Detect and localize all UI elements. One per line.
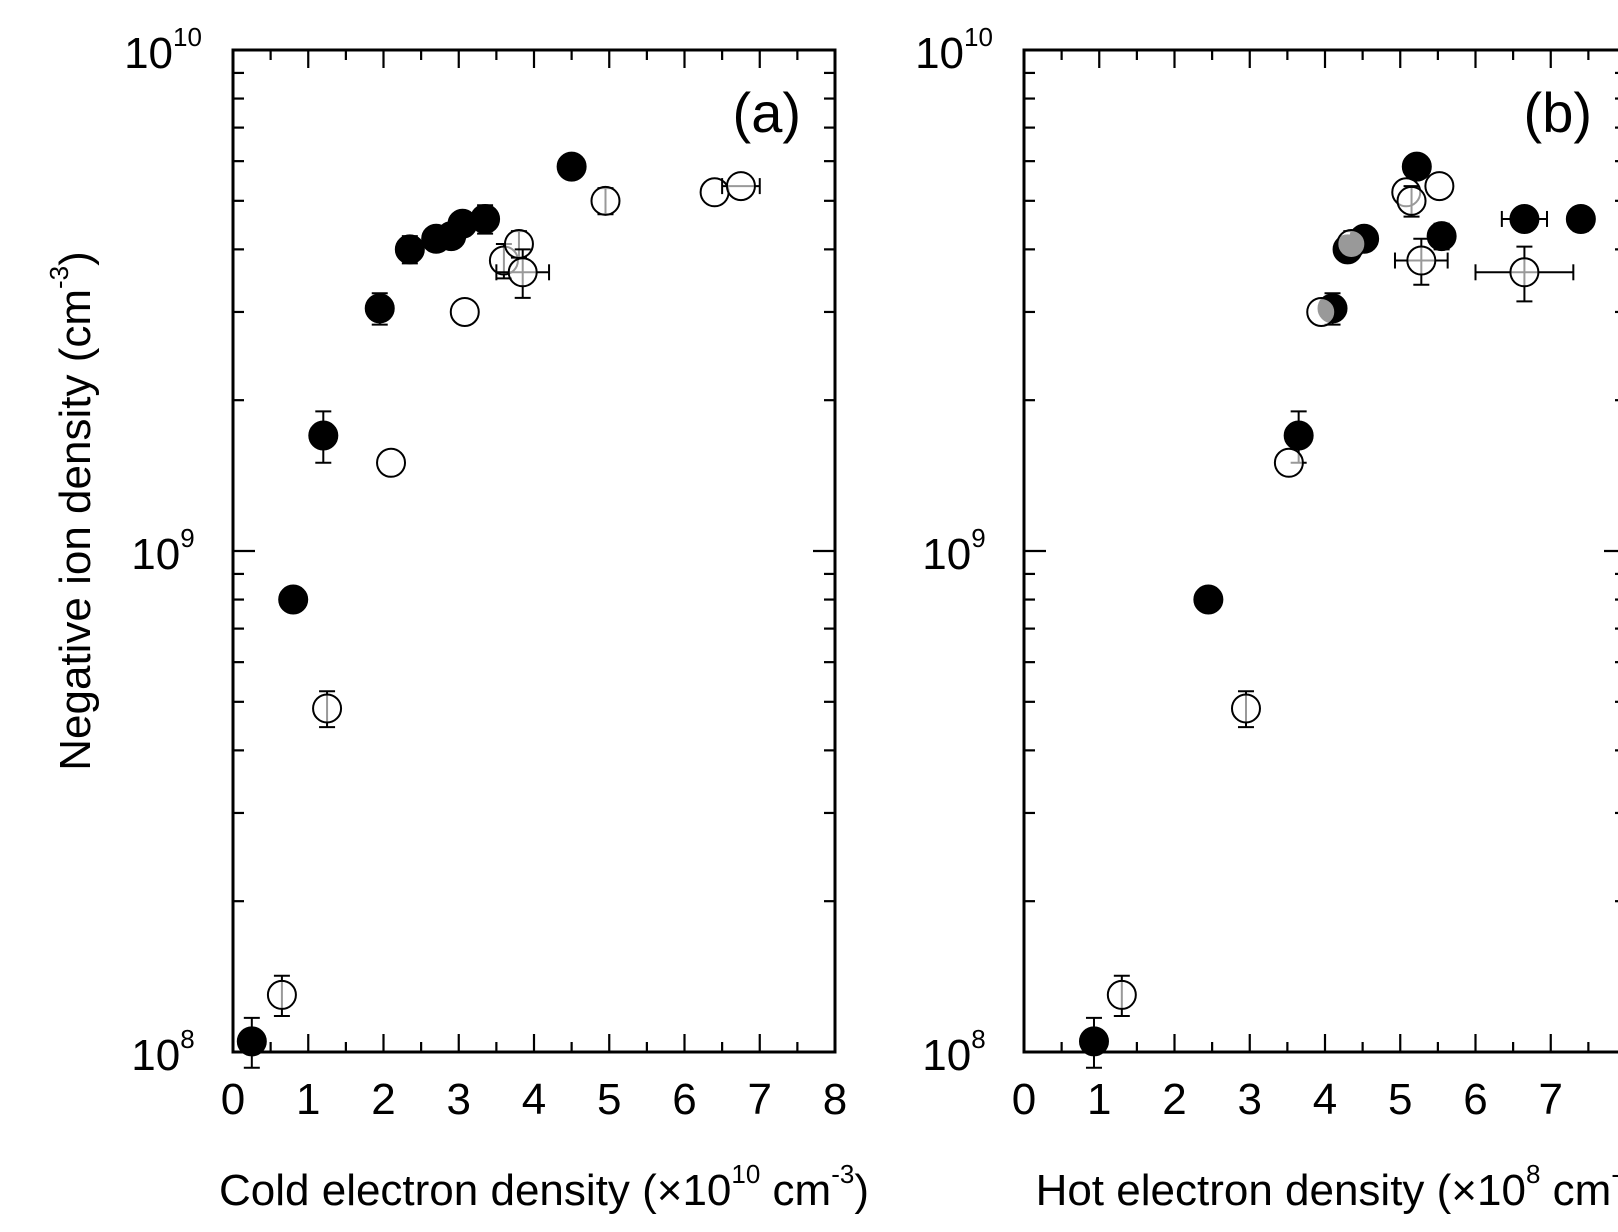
filled-point [1565,203,1596,234]
open-point [503,228,534,259]
data-point-filled [236,1026,267,1057]
data-point-open [1509,257,1540,288]
open-point [1393,237,1449,286]
data-point-filled [1426,221,1457,252]
data-point-filled [1078,1026,1109,1057]
filled-point [1426,221,1457,252]
open-point [699,177,730,208]
y-axis-label: Negative ion density (cm-3) [44,251,100,771]
data-point-open [503,228,534,259]
x-tick-label: 4 [522,1075,546,1124]
data-point-filled [470,203,501,234]
data-point-open [507,257,538,288]
data-point-filled [364,293,395,324]
panel-b: 0 1 2 3 4 5 6 7 108 109 1010 (b) Hot electron densit… [915,22,1618,1215]
data-point-filled [394,234,425,265]
y-tick-label: 1010 [915,22,993,78]
data-point-open [1336,228,1367,259]
open-point [1306,296,1337,327]
data-point-open [1106,979,1137,1010]
data-point-open [699,177,730,208]
open-point [449,296,480,327]
panel-label: (a) [733,81,801,144]
filled-point [1078,1016,1109,1069]
data-point-filled [1283,420,1314,451]
filled-point [236,1016,267,1069]
filled-point [278,584,309,615]
x-tick-label: 7 [748,1075,772,1124]
filled-point [308,410,339,464]
data-point-filled [1509,203,1540,234]
open-point [1424,171,1455,202]
data-point-open [266,979,297,1010]
x-tick-label: 6 [672,1075,696,1124]
open-point [1273,447,1304,478]
x-tick-label: 3 [1238,1075,1262,1124]
open-point [376,447,407,478]
data-point-open [1230,693,1261,724]
open-point [1106,974,1137,1017]
y-tick-label: 109 [131,523,194,579]
open-point [1230,690,1261,729]
panel-a: 0 1 2 3 4 5 6 7 8 108 109 1010 (a) Cold electron dens… [44,22,869,1215]
data-point-filled [1193,584,1224,615]
data-point-open [1424,171,1455,202]
data-point-filled [556,151,587,182]
x-tick-label: 5 [597,1075,621,1124]
y-tick-label: 1010 [124,22,202,78]
data-point-filled [278,584,309,615]
filled-point [1401,151,1432,182]
x-tick-label: 1 [296,1075,320,1124]
open-point [721,171,761,202]
x-axis-label: Hot electron density (×108 cm-3 [1036,1159,1618,1215]
y-tick-label: 108 [131,1024,194,1080]
x-tick-label: 3 [447,1075,471,1124]
data-point-filled [1401,151,1432,182]
open-point [312,690,343,729]
filled-point [1193,584,1224,615]
data-point-open [725,171,756,202]
x-tick-label: 5 [1388,1075,1412,1124]
x-tick-label: 2 [371,1075,395,1124]
data-point-filled [308,420,339,451]
x-tick-label: 6 [1463,1075,1487,1124]
data-point-open [376,447,407,478]
x-tick-label: 4 [1313,1075,1337,1124]
data-point-open [1273,447,1304,478]
panel-label: (b) [1524,81,1592,144]
x-tick-label: 1 [1087,1075,1111,1124]
filled-point [394,234,425,265]
x-tick-label: 0 [221,1075,245,1124]
open-point [495,248,551,299]
filled-point [470,203,501,235]
open-point [1336,228,1367,259]
plot-frame [1022,48,1618,1054]
open-point [266,974,297,1017]
x-axis-label: Cold electron density (×1010 cm-3) [219,1159,869,1215]
y-tick-label: 109 [922,523,985,579]
data-point-filled [1565,203,1596,234]
open-point [1396,185,1427,218]
y-tick-label: 108 [922,1024,985,1080]
filled-point [1500,203,1548,234]
x-tick-label: 0 [1012,1075,1036,1124]
data-point-open [312,693,343,724]
open-point [1474,245,1575,303]
data-point-open [449,296,480,327]
data-point-open [1406,245,1437,276]
x-tick-label: 2 [1162,1075,1186,1124]
data-point-open [1396,185,1427,216]
x-tick-label: 7 [1539,1075,1563,1124]
open-point [590,185,621,216]
filled-point [364,292,395,326]
data-point-open [590,185,621,216]
x-tick-label: 8 [823,1075,847,1124]
data-point-open [1306,296,1337,327]
filled-point [556,151,587,182]
